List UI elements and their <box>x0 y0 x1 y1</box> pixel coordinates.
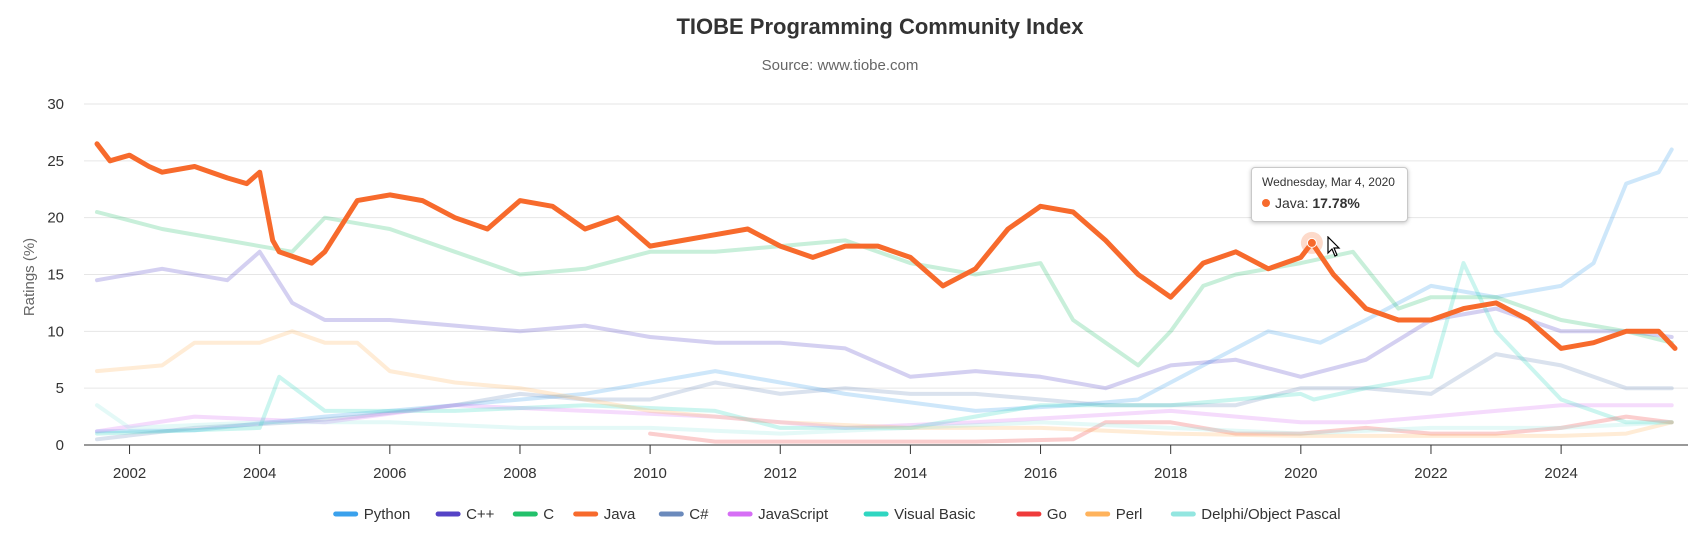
legend-item-java[interactable]: Java <box>573 506 636 523</box>
x-tick-label: 2002 <box>113 465 146 482</box>
y-tick-label: 0 <box>56 437 64 454</box>
series-line-visual-basic[interactable] <box>95 261 1674 436</box>
series-line-go[interactable] <box>648 414 1674 444</box>
legend-item-c-[interactable]: C# <box>658 506 709 523</box>
x-tick-label: 2008 <box>503 465 536 482</box>
y-tick-label: 5 <box>56 380 64 397</box>
tooltip-row: Java: 17.78% <box>1262 195 1397 211</box>
series-line-java[interactable] <box>94 141 1678 351</box>
chart-subtitle: Source: www.tiobe.com <box>762 57 919 74</box>
tooltip-date: Wednesday, Mar 4, 2020 <box>1262 175 1395 189</box>
legend-label: Python <box>364 506 411 523</box>
y-tick-label: 15 <box>47 267 64 284</box>
y-axis-ticks: 0 5 10 15 20 25 30 <box>47 96 64 454</box>
legend-item-c-[interactable]: C++ <box>435 506 495 523</box>
legend-label: C++ <box>466 506 495 523</box>
grid-lines <box>84 103 1688 446</box>
series-line-javascript[interactable] <box>95 403 1674 434</box>
legend-item-delphi-object-pascal[interactable]: Delphi/Object Pascal <box>1170 506 1341 523</box>
legend-label: JavaScript <box>758 506 829 523</box>
x-tick-label: 2006 <box>373 465 406 482</box>
series-layer[interactable] <box>94 141 1678 444</box>
mouse-cursor-icon <box>1327 236 1341 257</box>
legend-item-perl[interactable]: Perl <box>1085 506 1143 523</box>
x-tick-label: 2022 <box>1414 465 1447 482</box>
legend-label: Perl <box>1116 506 1143 523</box>
legend-label: C <box>543 506 554 523</box>
legend-label: C# <box>689 506 709 523</box>
tooltip-series-dot <box>1262 199 1270 207</box>
legend-label: Java <box>604 506 636 523</box>
tooltip: Wednesday, Mar 4, 2020 Java: 17.78% <box>1251 167 1408 222</box>
tooltip-series-label: Java: <box>1275 195 1309 211</box>
x-tick-label: 2012 <box>764 465 797 482</box>
y-tick-label: 20 <box>47 210 64 227</box>
legend-item-c[interactable]: C <box>512 506 554 523</box>
series-line-c-[interactable] <box>95 352 1674 442</box>
legend-label: Delphi/Object Pascal <box>1201 506 1340 523</box>
x-tick-label: 2018 <box>1154 465 1187 482</box>
x-tick-label: 2014 <box>894 465 927 482</box>
legend-item-python[interactable]: Python <box>333 506 411 523</box>
series-line-delphi-object-pascal[interactable] <box>95 403 1674 436</box>
y-tick-label: 25 <box>47 153 64 170</box>
tooltip-value: 17.78% <box>1312 195 1360 211</box>
legend-item-javascript[interactable]: JavaScript <box>727 506 829 523</box>
series-line-perl[interactable] <box>95 329 1674 438</box>
series-line-python[interactable] <box>95 147 1674 434</box>
chart-title: TIOBE Programming Community Index <box>676 14 1084 39</box>
x-tick-label: 2016 <box>1024 465 1057 482</box>
y-tick-label: 10 <box>47 323 64 340</box>
legend-item-go[interactable]: Go <box>1016 506 1067 523</box>
y-axis-label: Ratings (%) <box>21 238 38 316</box>
y-tick-label: 30 <box>47 96 64 113</box>
hover-point[interactable] <box>1306 237 1317 248</box>
series-line-c-[interactable] <box>95 249 1674 391</box>
x-axis-ticks: 2002 2004 2006 2008 2010 2012 2014 2016 2018 2020… <box>113 445 1578 482</box>
series-line-c[interactable] <box>95 210 1674 368</box>
x-tick-label: 2004 <box>243 465 276 482</box>
legend-item-visual-basic[interactable]: Visual Basic <box>863 506 976 523</box>
x-tick-label: 2010 <box>633 465 666 482</box>
legend[interactable]: Python C++ C Java C# JavaScript Visual Basic Go… <box>333 506 1341 523</box>
legend-label: Visual Basic <box>894 506 976 523</box>
x-tick-label: 2020 <box>1284 465 1317 482</box>
x-tick-label: 2024 <box>1544 465 1577 482</box>
legend-label: Go <box>1047 506 1067 523</box>
